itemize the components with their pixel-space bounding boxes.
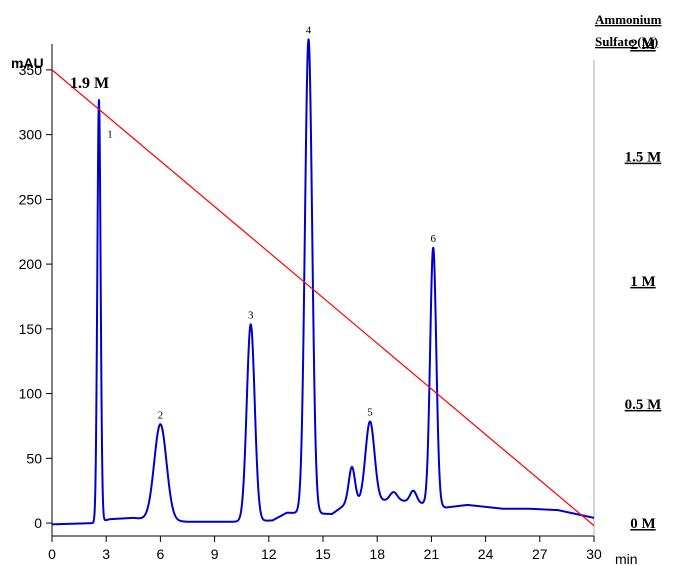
y-tick-label: 350 — [19, 62, 43, 78]
y-tick-label: 200 — [19, 256, 43, 272]
x-tick-label: 6 — [157, 546, 165, 562]
x-tick-label: 12 — [261, 546, 277, 562]
peak-label-6: 6 — [430, 233, 436, 245]
y-tick-label: 300 — [19, 127, 43, 143]
x-axis-label: min — [615, 551, 638, 566]
x-tick-label: 21 — [424, 546, 440, 562]
peak-labels: 1 2 3 4 5 6 — [107, 24, 436, 421]
y-tick-label: 100 — [19, 386, 43, 402]
y2-tick-label: 2 M — [630, 37, 655, 53]
y2-tick-label: 0 M — [630, 516, 655, 532]
y2-tick-label: 1 M — [630, 274, 655, 290]
x-tick-label: 3 — [102, 546, 110, 562]
peak-label-1: 1 — [107, 129, 113, 141]
gradient-start-label: 1.9 M — [70, 75, 109, 92]
y2-tick-label: 0.5 M — [625, 397, 662, 413]
y-tick-label: 50 — [26, 450, 42, 466]
peak-label-4: 4 — [306, 24, 312, 36]
series-layer — [51, 38, 595, 527]
x-tick-label: 27 — [532, 546, 548, 562]
x-tick-label: 15 — [315, 546, 331, 562]
y2-tick-label: 1.5 M — [625, 150, 662, 166]
axes — [51, 44, 595, 542]
y-axis-label: mAU — [11, 55, 44, 71]
peak-label-3: 3 — [248, 309, 254, 321]
y-tick-label: 250 — [19, 191, 43, 207]
y2-axis-label-line-1: Ammonium — [595, 12, 662, 27]
x-tick-label: 0 — [48, 546, 56, 562]
salt-gradient-line — [51, 69, 595, 527]
y2-axis-label-line-2: Sulfate (M) — [595, 34, 658, 49]
secondary-axis-ticks: 2 M 1.5 M 1 M 0.5 M 0 M — [625, 37, 662, 532]
peak-label-2: 2 — [158, 409, 164, 421]
absorbance-trace — [51, 38, 595, 526]
x-tick-label: 30 — [586, 546, 602, 562]
y-tick-label: 0 — [34, 515, 42, 531]
y-tick-label: 150 — [19, 321, 43, 337]
x-tick-label: 9 — [211, 546, 219, 562]
x-tick-label: 18 — [369, 546, 385, 562]
peak-label-5: 5 — [367, 406, 373, 418]
x-tick-label: 24 — [478, 546, 494, 562]
